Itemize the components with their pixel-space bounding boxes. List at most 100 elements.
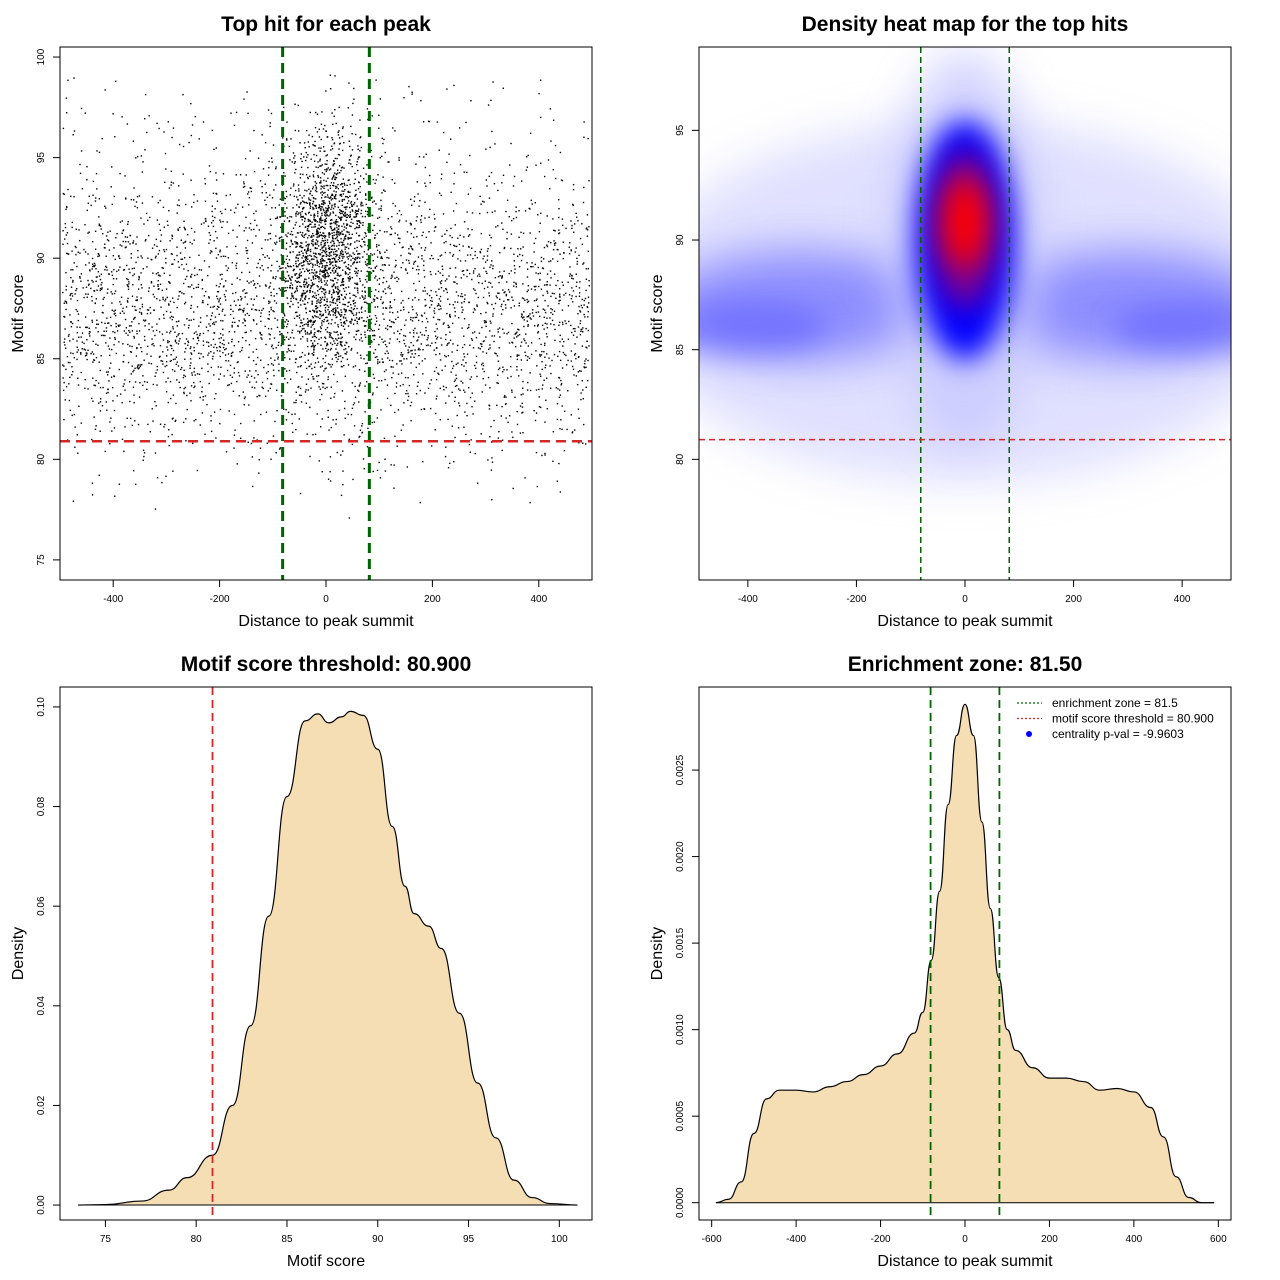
scatter-point (225, 265, 227, 267)
scatter-point (128, 329, 130, 332)
scatter-point (348, 280, 350, 282)
scatter-point (119, 324, 121, 326)
scatter-point (354, 270, 356, 272)
scatter-point (575, 273, 577, 275)
scatter-point (311, 263, 314, 265)
scatter-point (354, 211, 357, 214)
scatter-point (550, 323, 552, 325)
scatter-point (546, 244, 548, 246)
scatter-point (489, 344, 491, 346)
scatter-point (402, 383, 404, 386)
scatter-point (482, 351, 484, 353)
scatter-point (297, 104, 299, 107)
scatter-point (286, 382, 289, 384)
scatter-point (561, 218, 564, 220)
scatter-point (350, 225, 352, 228)
scatter-point (364, 231, 366, 234)
scatter-point (170, 253, 173, 255)
scatter-point (350, 322, 352, 324)
scatter-point (394, 266, 396, 268)
scatter-point (345, 206, 347, 208)
scatter-point (479, 275, 481, 277)
scatter-point (262, 253, 264, 256)
scatter-point (129, 331, 131, 333)
scatter-point (301, 215, 303, 218)
scatter-point (172, 263, 174, 265)
scatter-point (315, 305, 318, 307)
scatter-point (326, 214, 328, 217)
scatter-point (320, 188, 322, 190)
scatter-point (321, 111, 323, 113)
scatter-point (350, 218, 353, 221)
scatter-point (320, 206, 322, 208)
scatter-point (497, 331, 499, 333)
scatter-point (536, 365, 538, 367)
scatter-point (549, 317, 551, 319)
scatter-point (520, 394, 522, 396)
scatter-point (168, 281, 170, 283)
scatter-point (339, 184, 342, 186)
scatter-point (331, 234, 334, 237)
scatter-point (574, 352, 577, 355)
scatter-point (329, 223, 332, 225)
scatter-point (112, 400, 114, 402)
scatter-point (344, 211, 346, 214)
scatter-point (412, 308, 414, 311)
scatter-point (315, 188, 318, 190)
scatter-point (177, 320, 180, 322)
scatter-point (565, 322, 567, 325)
scatter-point (342, 253, 345, 256)
scatter-point (365, 210, 367, 213)
scatter-point (572, 327, 575, 330)
scatter-point (513, 305, 516, 307)
scatter-point (376, 356, 378, 358)
scatter-point (345, 310, 347, 312)
scatter-point (279, 236, 281, 239)
scatter-point (293, 183, 295, 185)
scatter-point (76, 346, 78, 348)
scatter-point (370, 339, 372, 342)
scatter-point (333, 257, 336, 260)
scatter-point (337, 358, 339, 360)
scatter-point (317, 293, 320, 296)
scatter-point (93, 311, 95, 313)
scatter-point (353, 299, 355, 302)
scatter-point (501, 439, 504, 441)
scatter-point (334, 223, 337, 225)
scatter-point (159, 275, 161, 277)
scatter-point (270, 383, 273, 386)
scatter-point (510, 219, 513, 222)
scatter-point (306, 202, 308, 205)
scatter-point (588, 345, 590, 347)
scatter-point (503, 291, 505, 294)
scatter-point (500, 277, 503, 279)
scatter-point (352, 210, 354, 212)
scatter-point (344, 238, 347, 240)
scatter-point (485, 325, 487, 328)
scatter-point (165, 257, 167, 260)
scatter-point (250, 442, 253, 445)
scatter-point (135, 157, 137, 159)
scatter-point (339, 290, 341, 292)
scatter-point (62, 229, 64, 232)
scatter-point (546, 336, 548, 338)
scatter-point (355, 267, 357, 269)
scatter-point (269, 125, 271, 128)
scatter-point (377, 361, 379, 363)
scatter-point (329, 480, 332, 482)
scatter-point (92, 377, 94, 379)
scatter-point (359, 384, 361, 386)
scatter-point (544, 366, 546, 369)
scatter-point (373, 237, 376, 239)
scatter-point (91, 482, 94, 484)
scatter-point (141, 287, 143, 289)
scatter-point (124, 318, 127, 321)
scatter-point (486, 301, 488, 304)
scatter-point (194, 385, 196, 387)
scatter-point (405, 269, 407, 271)
scatter-point (116, 330, 119, 332)
scatter-point (140, 272, 142, 274)
scatter-point (115, 326, 118, 328)
scatter-point (550, 311, 552, 314)
scatter-point (420, 221, 422, 224)
